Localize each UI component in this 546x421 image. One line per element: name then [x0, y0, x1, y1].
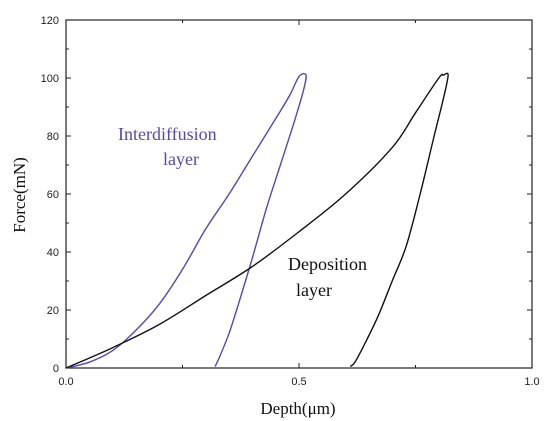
plot-frame [65, 19, 533, 369]
y-tick-label: 20 [47, 305, 59, 317]
deposition-label-line-1: Deposition [288, 254, 367, 274]
x-tick-label: 1.0 [524, 376, 539, 388]
interdiffusion-curve [65, 73, 307, 369]
axes: 0 20 40 60 80 100 120 0.0 0.5 1.0 [41, 15, 540, 388]
x-tick-label: 0.5 [291, 376, 306, 388]
x-axis-title: Depth(μm) [260, 399, 335, 418]
deposition-label-line-2: layer [296, 280, 332, 300]
y-tick-label: 60 [47, 189, 59, 201]
series-group [65, 72, 449, 369]
y-tick-label: 80 [47, 131, 59, 143]
y-tick-label: 120 [41, 15, 59, 27]
interdiffusion-label-line-1: Interdiffusion [118, 124, 217, 144]
y-tick-label: 100 [41, 73, 59, 85]
x-tick-label: 0.0 [58, 376, 73, 388]
deposition-curve [65, 72, 449, 369]
y-tick-label: 0 [53, 363, 59, 375]
interdiffusion-label-line-2: layer [163, 149, 199, 169]
y-tick-label: 40 [47, 247, 59, 259]
annotations: Interdiffusion layer Deposition layer [118, 124, 367, 300]
y-axis-title: Force(mN) [10, 157, 29, 233]
